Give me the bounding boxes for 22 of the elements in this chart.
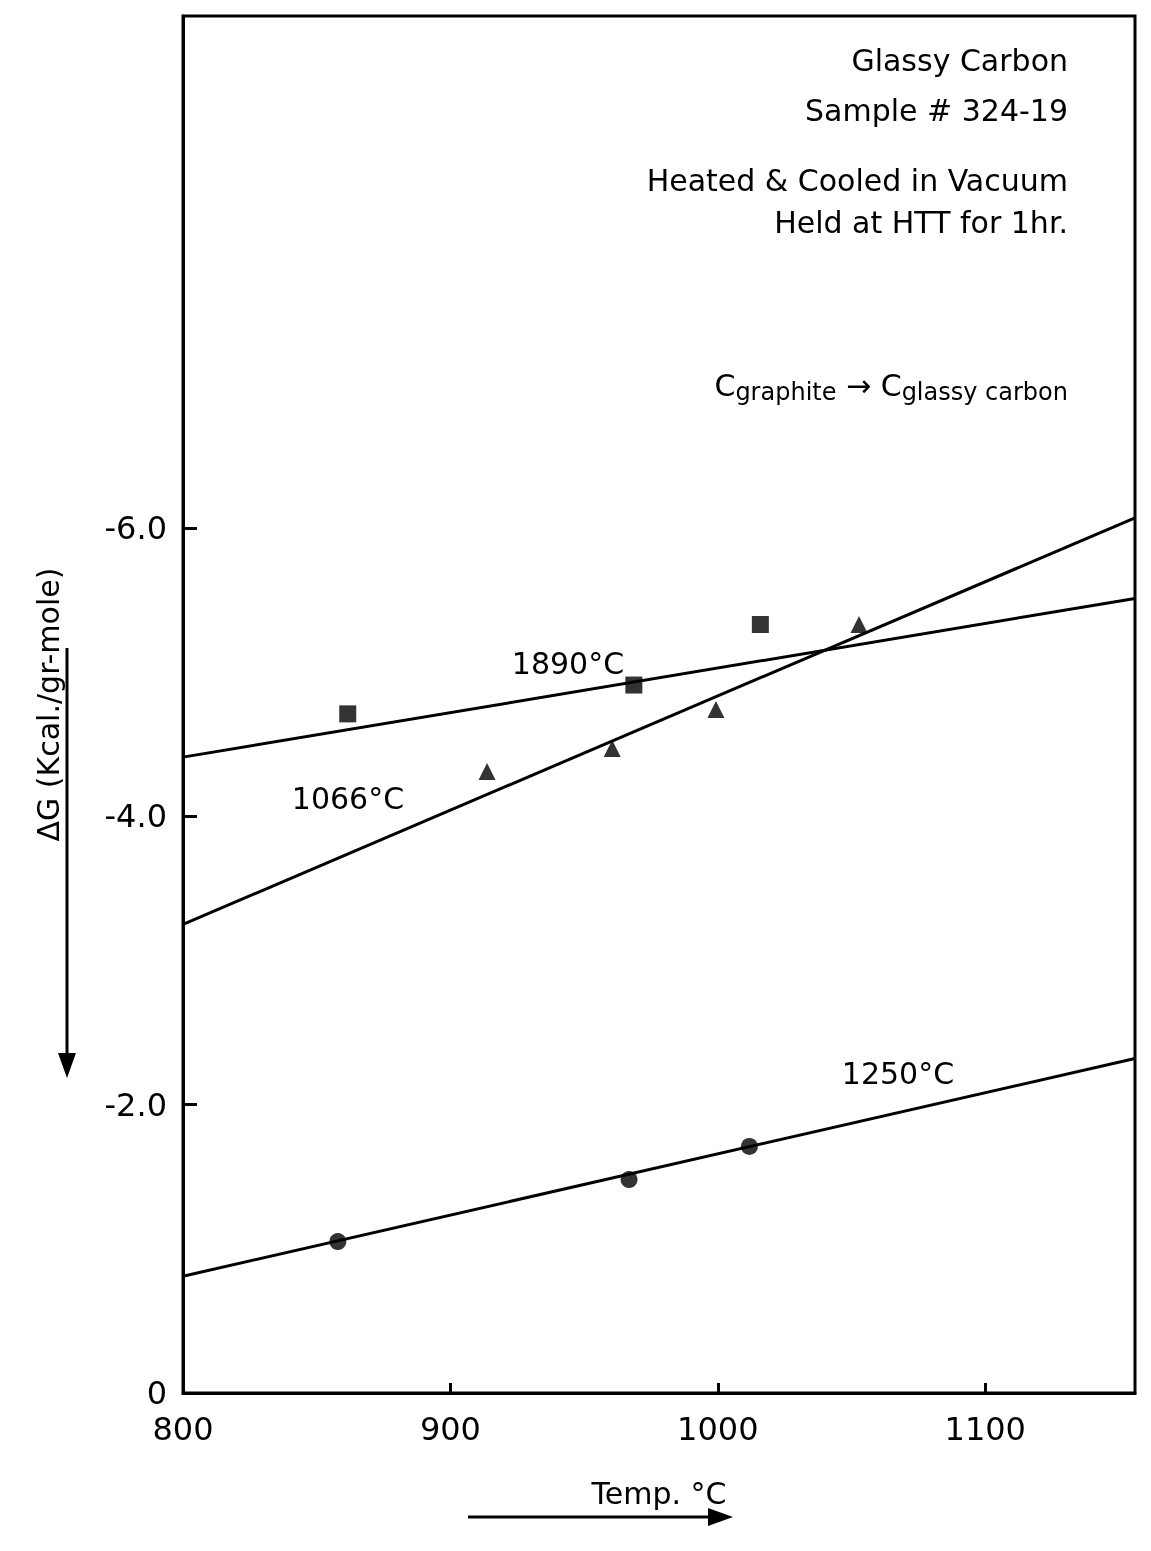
point (850, 615, 868, 633)
y-tick-label: -6.0 (104, 508, 167, 547)
point (707, 701, 725, 719)
point (751, 615, 769, 633)
annotation: Held at HTT for 1hr. (774, 204, 1069, 240)
x-tick-label: 1000 (677, 1410, 759, 1448)
y-axis-title: ΔG (Kcal./gr-mole) (30, 567, 66, 842)
point (339, 705, 357, 723)
x-tick-label: 800 (152, 1410, 214, 1448)
point (478, 763, 496, 781)
y-tick-label: 0 (146, 1374, 167, 1412)
x-tick-label: 900 (419, 1410, 481, 1448)
annotation: 1066°C (291, 780, 405, 816)
annotation: 1250°C (841, 1055, 955, 1091)
y-tick-label: -2.0 (104, 1085, 167, 1124)
y-tick-label: -4.0 (104, 797, 167, 836)
x-axis-title: Temp. °C (590, 1475, 727, 1511)
annotation: Heated & Cooled in Vacuum (646, 162, 1069, 198)
x-tick-label: 1100 (944, 1410, 1026, 1448)
annotation: 1890°C (511, 645, 625, 681)
annotation: Glassy Carbon (851, 42, 1068, 78)
annotation: Sample # 324-19 (805, 92, 1069, 128)
